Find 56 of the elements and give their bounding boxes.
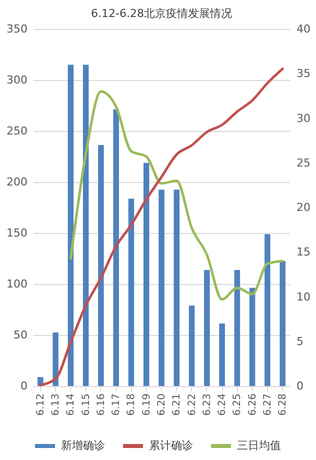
line-series <box>39 68 284 386</box>
x-tick-label: 6.22 <box>186 394 198 416</box>
x-tick-label: 6.27 <box>262 394 274 416</box>
x-tick-label: 6.17 <box>111 394 122 416</box>
x-tick-label: 6.28 <box>278 394 289 416</box>
y-tick-label: 0 <box>20 380 28 392</box>
bar <box>98 145 104 386</box>
x-tick-label: 6.21 <box>172 394 183 416</box>
y2-tick-label: 15 <box>296 246 310 259</box>
x-tick-label: 6.19 <box>141 394 152 416</box>
bar <box>113 109 119 386</box>
x-tick-label: 6.15 <box>80 394 92 416</box>
x-tick-label: 6.20 <box>156 394 168 416</box>
y-tick-label: 100 <box>6 278 28 290</box>
y2-tick-label: 30 <box>296 112 310 125</box>
y2-tick-label: 20 <box>296 201 310 214</box>
bar <box>128 198 134 386</box>
x-tick-label: 6.16 <box>96 394 107 416</box>
x-tick-label: 6.26 <box>247 394 258 416</box>
legend-label: 新增确诊 <box>61 439 105 452</box>
y-tick-label: 150 <box>6 226 28 240</box>
line-series <box>69 90 284 301</box>
bar <box>264 234 270 386</box>
bar <box>52 332 58 386</box>
x-tick-label: 6.12 <box>35 394 46 416</box>
x-tick-label: 6.23 <box>202 394 213 416</box>
y-tick-label: 200 <box>6 176 28 188</box>
legend-label: 累计确诊 <box>149 439 193 452</box>
bar <box>174 190 180 386</box>
bar <box>143 162 150 386</box>
bar <box>280 261 286 386</box>
y-tick-label: 50 <box>14 328 28 342</box>
y2-tick-label: 25 <box>296 156 310 170</box>
x-tick-label: 6.14 <box>66 394 77 416</box>
bar <box>204 270 210 386</box>
y2-tick-label: 35 <box>296 67 310 80</box>
bar <box>82 64 89 386</box>
x-tick-label: 6.24 <box>217 394 228 416</box>
y2-tick-label: 0 <box>296 380 304 392</box>
y-tick-label: 250 <box>6 124 28 138</box>
x-tick-label: 6.18 <box>126 394 138 416</box>
bar <box>249 288 256 386</box>
bar <box>68 64 74 386</box>
bar <box>219 324 225 386</box>
x-tick-label: 6.13 <box>50 394 62 416</box>
legend-label: 三日均值 <box>237 439 281 452</box>
bar <box>158 190 164 386</box>
y-tick-label: 300 <box>6 74 28 86</box>
y2-tick-label: 5 <box>296 334 304 348</box>
y2-tick-label: 10 <box>296 290 310 304</box>
y-tick-label: 350 <box>6 22 28 36</box>
y2-tick-label: 40 <box>296 22 310 36</box>
bar <box>188 306 195 386</box>
x-tick-label: 6.25 <box>232 394 244 416</box>
chart-title: 6.12-6.28北京疫情发展情况 <box>91 7 232 20</box>
bar <box>234 270 240 386</box>
